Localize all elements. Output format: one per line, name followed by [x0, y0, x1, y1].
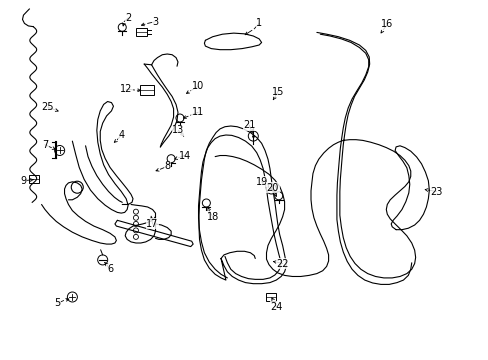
Bar [29, 175, 39, 183]
Text: 9: 9 [20, 176, 26, 186]
Text: 24: 24 [269, 302, 282, 312]
Text: 18: 18 [206, 212, 219, 222]
Text: 23: 23 [429, 186, 442, 197]
Bar [140, 85, 153, 95]
Text: 10: 10 [191, 81, 204, 91]
Bar [136, 28, 147, 36]
Text: 6: 6 [107, 264, 113, 274]
Text: 16: 16 [380, 19, 393, 30]
Text: 8: 8 [164, 161, 170, 171]
Text: 20: 20 [266, 183, 279, 193]
Text: 15: 15 [271, 87, 284, 97]
Text: 17: 17 [146, 219, 159, 229]
Text: 11: 11 [191, 107, 204, 117]
Text: 7: 7 [42, 140, 48, 150]
Text: 14: 14 [178, 150, 191, 161]
Text: 21: 21 [243, 120, 255, 130]
Bar [266, 293, 276, 301]
Text: 2: 2 [125, 13, 131, 23]
Text: 25: 25 [41, 102, 54, 112]
Text: 3: 3 [152, 17, 158, 27]
Text: 12: 12 [120, 84, 132, 94]
Text: 19: 19 [255, 177, 267, 187]
Text: 22: 22 [276, 258, 288, 269]
Text: 1: 1 [256, 18, 262, 28]
Text: 5: 5 [55, 298, 61, 308]
Text: 13: 13 [172, 125, 184, 135]
Text: 4: 4 [118, 130, 124, 140]
